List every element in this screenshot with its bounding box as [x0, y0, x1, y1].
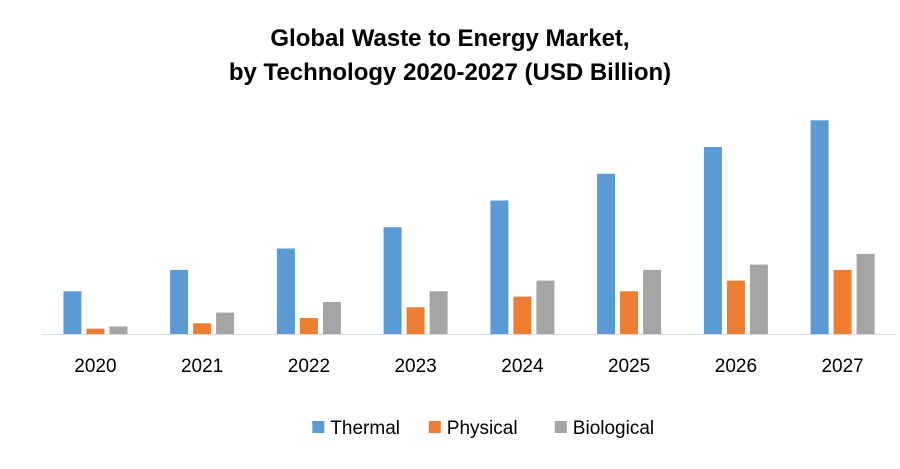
bar-biological-2027 [856, 253, 875, 334]
legend-label-physical: Physical [447, 418, 518, 439]
legend-label-biological: Biological [573, 418, 654, 439]
legend-swatch-thermal [312, 421, 325, 433]
bar-physical-2023 [406, 307, 425, 334]
bar-physical-2026 [726, 280, 745, 334]
bar-physical-2025 [620, 291, 639, 334]
bar-biological-2020 [109, 326, 128, 334]
x-tick-label-2023: 2023 [394, 356, 436, 377]
legend-swatch-biological [554, 421, 567, 433]
bar-biological-2023 [429, 291, 448, 334]
bar-thermal-2025 [597, 173, 616, 334]
bar-biological-2026 [749, 264, 768, 334]
x-tick-label-2022: 2022 [288, 356, 330, 377]
bar-thermal-2021 [170, 269, 189, 334]
x-tick-label-2025: 2025 [608, 356, 650, 377]
bar-thermal-2026 [703, 147, 722, 334]
bar-physical-2027 [833, 269, 852, 334]
bar-biological-2024 [536, 280, 555, 334]
x-tick-label-2020: 2020 [74, 356, 116, 377]
chart-title: Global Waste to Energy Market, by Techno… [0, 22, 900, 90]
bar-physical-2022 [299, 318, 318, 334]
bar-biological-2025 [643, 269, 662, 334]
bar-thermal-2020 [63, 291, 82, 334]
legend-label-thermal: Thermal [330, 418, 400, 439]
bar-physical-2020 [86, 328, 105, 334]
bar-thermal-2027 [810, 120, 829, 334]
bar-biological-2021 [216, 312, 235, 334]
x-tick-label-2021: 2021 [181, 356, 223, 377]
x-tick-label-2024: 2024 [501, 356, 544, 377]
x-tick-label-2026: 2026 [715, 356, 757, 377]
bar-thermal-2024 [490, 200, 509, 334]
bar-physical-2021 [193, 323, 212, 334]
bar-physical-2024 [513, 296, 532, 334]
bar-biological-2022 [322, 302, 341, 334]
bar-thermal-2022 [276, 248, 295, 334]
legend-swatch-physical [428, 421, 441, 433]
chart-title-line-2: by Technology 2020-2027 (USD Billion) [228, 59, 672, 86]
chart-title-line-1: Global Waste to Energy Market, [270, 25, 630, 52]
bar-thermal-2023 [383, 227, 402, 334]
x-tick-label-2027: 2027 [821, 356, 863, 377]
